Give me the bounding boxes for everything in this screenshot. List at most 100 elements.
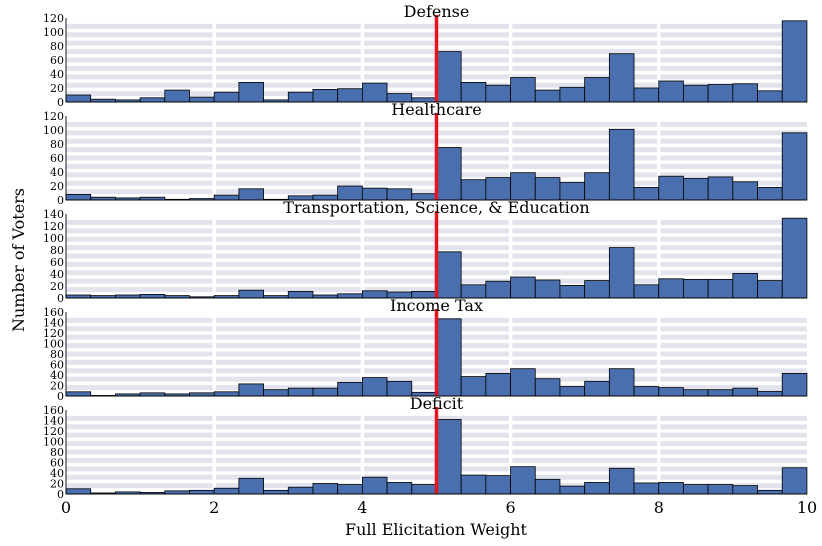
histogram-bar bbox=[485, 373, 511, 397]
histogram-bar bbox=[732, 485, 758, 495]
histogram-bar bbox=[485, 280, 511, 299]
histogram-bar bbox=[757, 90, 783, 103]
y-tick-label: 100 bbox=[43, 338, 64, 351]
histogram-bar bbox=[658, 482, 684, 495]
histogram-bar bbox=[683, 177, 709, 201]
histogram-bar bbox=[386, 380, 413, 397]
histogram-bar bbox=[757, 186, 783, 201]
histogram-bar bbox=[584, 172, 610, 201]
panel-title: Deficit bbox=[410, 394, 464, 413]
histogram-bar bbox=[633, 482, 660, 495]
y-tick-label: 20 bbox=[50, 82, 64, 95]
histogram-bar bbox=[485, 177, 511, 201]
histogram-bar bbox=[213, 91, 240, 103]
histogram-bar bbox=[510, 466, 536, 495]
histogram-bar bbox=[65, 488, 92, 495]
y-tick-label: 80 bbox=[50, 348, 64, 361]
histogram-bar bbox=[139, 392, 166, 397]
histogram-bar bbox=[757, 390, 783, 397]
histogram-bar bbox=[781, 20, 808, 103]
histogram-bar bbox=[436, 147, 462, 201]
histogram-bar bbox=[534, 378, 561, 397]
histogram-bar bbox=[732, 387, 758, 397]
x-tick-label: 8 bbox=[654, 498, 664, 517]
histogram-bar bbox=[312, 89, 339, 103]
histogram-bar bbox=[559, 485, 586, 495]
histogram-bar bbox=[337, 293, 363, 299]
y-tick-label: 20 bbox=[50, 280, 64, 293]
histogram-bar bbox=[361, 82, 388, 103]
histogram-bar bbox=[213, 391, 240, 397]
histogram-bar bbox=[436, 251, 462, 299]
histogram-bar bbox=[584, 77, 610, 103]
histogram-bar bbox=[707, 176, 734, 201]
panel-title: Transportation, Science, & Education bbox=[283, 198, 589, 217]
histogram-bar bbox=[608, 128, 635, 201]
x-tick-label: 10 bbox=[797, 498, 817, 517]
histogram-bar bbox=[658, 80, 684, 103]
y-tick-label: 60 bbox=[50, 152, 64, 165]
histogram-bar bbox=[633, 186, 660, 201]
histogram-bar bbox=[781, 467, 808, 495]
y-tick-label: 80 bbox=[50, 244, 64, 257]
y-tick-label: 100 bbox=[43, 124, 64, 137]
histogram-bar bbox=[164, 490, 190, 495]
histogram-bar bbox=[534, 89, 561, 103]
histogram-bar bbox=[658, 278, 684, 299]
histogram-bar bbox=[559, 86, 586, 103]
histogram-bar bbox=[485, 475, 511, 495]
panel-title: Income Tax bbox=[390, 296, 483, 315]
histogram-bar bbox=[139, 97, 166, 103]
histogram-bar bbox=[312, 387, 339, 397]
histogram-bar bbox=[485, 84, 511, 103]
y-tick-label: 60 bbox=[50, 256, 64, 269]
histogram-bar bbox=[287, 486, 314, 495]
histogram-bar bbox=[436, 419, 462, 495]
y-tick-label: 120 bbox=[43, 12, 64, 25]
histogram-bar bbox=[534, 478, 561, 495]
x-tick-label: 0 bbox=[61, 498, 71, 517]
y-tick-label: 20 bbox=[50, 180, 64, 193]
y-tick-label: 80 bbox=[50, 40, 64, 53]
y-axis-label: Number of Voters bbox=[9, 188, 28, 332]
histogram-bar bbox=[287, 91, 314, 103]
histogram-bar bbox=[584, 380, 610, 397]
histogram-bar bbox=[707, 84, 734, 103]
y-tick-label: 20 bbox=[50, 380, 64, 393]
y-tick-label: 80 bbox=[50, 138, 64, 151]
histogram-bar bbox=[337, 381, 363, 397]
histogram-bar bbox=[559, 386, 586, 397]
y-tick-label: 0 bbox=[57, 292, 64, 305]
histogram-bar bbox=[263, 489, 289, 495]
histogram-bar bbox=[608, 247, 635, 299]
histogram-bar bbox=[534, 177, 561, 201]
histogram-bar bbox=[510, 368, 536, 397]
x-tick-label: 6 bbox=[506, 498, 516, 517]
histogram-bar bbox=[139, 293, 166, 299]
y-tick-label: 0 bbox=[57, 488, 64, 501]
histogram-bar bbox=[732, 181, 758, 201]
y-tick-label: 80 bbox=[50, 446, 64, 459]
histogram-bar bbox=[683, 484, 709, 495]
histogram-bar bbox=[683, 389, 709, 397]
histogram-bar bbox=[238, 477, 264, 495]
histogram-bar bbox=[781, 132, 808, 201]
y-tick-label: 0 bbox=[57, 390, 64, 403]
y-tick-label: 40 bbox=[50, 268, 64, 281]
histogram-bar bbox=[633, 87, 660, 103]
histogram-bar bbox=[584, 280, 610, 299]
histogram-bar bbox=[436, 51, 462, 103]
histogram-bar bbox=[584, 482, 610, 495]
histogram-bar bbox=[287, 387, 314, 397]
y-tick-label: 60 bbox=[50, 457, 64, 470]
histogram-bar bbox=[633, 386, 660, 397]
histogram-bar bbox=[263, 389, 289, 397]
histogram-bar bbox=[781, 217, 808, 299]
y-tick-label: 120 bbox=[43, 110, 64, 123]
histogram-bar bbox=[658, 175, 684, 201]
